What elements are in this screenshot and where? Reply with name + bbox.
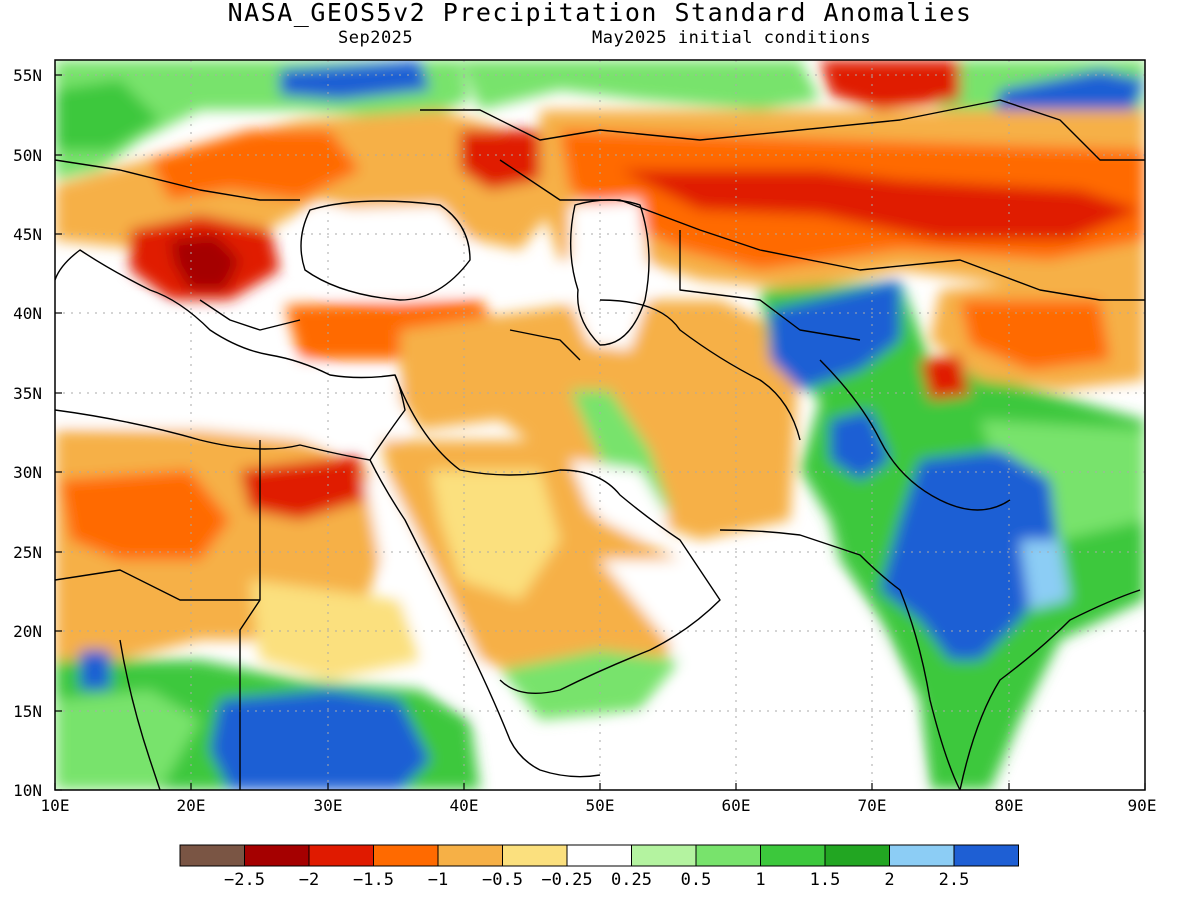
colorbar-label: 0.5 — [680, 870, 712, 890]
lat-tick-label: 40N — [13, 304, 42, 323]
colorbar-label: −1.5 — [353, 870, 394, 890]
colorbar-label: 2.5 — [938, 870, 970, 890]
colorbar-swatch — [953, 844, 1019, 867]
colorbar-swatch — [695, 844, 761, 867]
anomaly-wet-india-light — [1020, 540, 1070, 610]
lat-tick-label: 55N — [13, 66, 42, 85]
colorbar-label: −2 — [298, 870, 320, 890]
anomaly-dry-libya — [60, 470, 230, 560]
anomaly-wet-yemen — [500, 650, 680, 720]
lon-tick-label: 20E — [176, 796, 206, 815]
chart-title: NASA_GEOS5v2 Precipitation Standard Anom… — [227, 0, 973, 27]
sea-red — [365, 480, 500, 720]
colorbar — [179, 844, 1019, 867]
colorbar-swatch — [889, 844, 955, 867]
lat-tick-label: 30N — [13, 463, 42, 482]
lat-tick-label: 10N — [13, 781, 42, 800]
lat-tick-label: 35N — [13, 384, 42, 403]
anomaly-positive-russia — [460, 60, 820, 110]
anomaly-wet-sahel-light — [55, 690, 200, 790]
anomaly-wet-pakistan — [830, 410, 890, 480]
lat-tick-label: 45N — [13, 225, 42, 244]
sea-gulf — [570, 460, 670, 540]
colorbar-label: 0.25 — [611, 870, 652, 890]
anomaly-wet-south-asia-light — [980, 420, 1145, 540]
lat-tick-label: 15N — [13, 702, 42, 721]
lon-tick-label: 60E — [721, 796, 751, 815]
lat-tick-label: 25N — [13, 543, 42, 562]
anomaly-wet-india — [880, 450, 1060, 660]
coastlines — [55, 99, 1145, 790]
anomaly-blue-north — [280, 60, 430, 100]
anomaly-dry-kazakhstan-core — [620, 170, 1140, 240]
anomaly-dry-north-core — [820, 60, 960, 110]
colorbar-label: −2.5 — [224, 870, 265, 890]
lat-tick-label: 20N — [13, 622, 42, 641]
lon-tick-label: 70E — [857, 796, 887, 815]
sea-caspian — [570, 200, 650, 350]
lon-tick-label: 80E — [994, 796, 1024, 815]
sea-black — [300, 205, 470, 300]
anomaly-dry-egypt — [240, 455, 365, 520]
anomaly-dry-europe-strong — [150, 130, 360, 200]
colorbar-swatch — [502, 844, 568, 867]
anomaly-wet-chad — [80, 650, 110, 690]
lat-tick-label: 50N — [13, 146, 42, 165]
colorbar-swatch — [437, 844, 503, 867]
sea-arabian — [560, 560, 920, 790]
anomaly-dry-arabia-light — [430, 470, 560, 600]
anomaly-dry-west-china-mid — [960, 300, 1110, 370]
lon-tick-label: 30E — [313, 796, 343, 815]
anomaly-wet-sudan — [210, 690, 430, 790]
lon-tick-label: 90E — [1127, 796, 1157, 815]
lon-tick-label: 40E — [449, 796, 479, 815]
colorbar-swatch — [308, 844, 374, 867]
anomaly-positive-north-strong — [55, 80, 160, 150]
anomaly-dry-sahel-light — [250, 580, 420, 680]
initial-conditions: May2025 initial conditions — [592, 28, 872, 48]
colorbar-label: 1.5 — [809, 870, 841, 890]
colorbar-label: 2 — [884, 870, 895, 890]
lon-tick-label: 50E — [585, 796, 615, 815]
sea-mediterranean — [55, 300, 400, 440]
colorbar-swatch — [760, 844, 826, 867]
anomaly-dry-kashmir — [920, 355, 970, 400]
colorbar-swatch — [244, 844, 310, 867]
colorbar-swatch — [179, 844, 245, 867]
anomaly-field — [55, 60, 1145, 790]
axis-ticks — [54, 74, 1146, 791]
colorbar-swatch — [373, 844, 439, 867]
colorbar-label: −1 — [427, 870, 449, 890]
anomaly-wet-tajikistan — [770, 280, 900, 390]
forecast-month: Sep2025 — [338, 28, 414, 48]
lon-tick-label: 10E — [40, 796, 70, 815]
colorbar-swatch — [566, 844, 632, 867]
colorbar-label: −0.25 — [541, 870, 593, 890]
colorbar-swatch — [631, 844, 697, 867]
colorbar-label: 1 — [755, 870, 766, 890]
map-gridlines — [55, 60, 1145, 790]
colorbar-swatch — [824, 844, 890, 867]
anomaly-dry-balkans-core — [170, 235, 240, 290]
colorbar-label: −0.5 — [482, 870, 523, 890]
